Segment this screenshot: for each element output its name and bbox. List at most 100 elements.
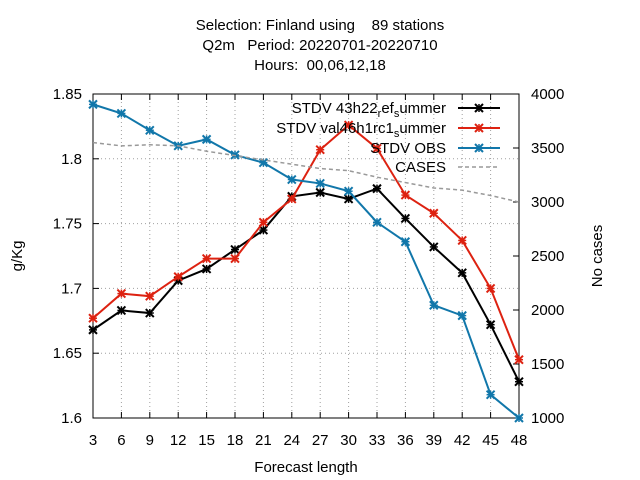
x-tick-label: 33 [369,432,386,449]
y-tick-label: 1.6 [61,410,82,427]
series-1-point [343,120,354,130]
series-0-point [315,187,325,198]
series-line-0 [92,187,520,383]
series-1-point [485,283,496,294]
series-1-point [258,217,269,228]
legend-label-2: STDV OBS [370,140,446,157]
y2-tick-label: 1000 [531,410,564,427]
legend-label-0: STDV 43h22refsummer [292,100,446,120]
y2-axis-label: No cases [589,225,606,288]
series-line-1 [92,123,520,361]
series-0-point [343,194,354,204]
series-2-point [457,310,467,321]
series-1-point [230,253,240,264]
series-1-point [287,194,297,204]
x-tick-label: 6 [117,432,125,449]
legend-label-part: STDV 43h22 [292,100,378,117]
series-2-point [287,174,297,185]
series-1-point [457,235,467,246]
x-axis-label: Forecast length [254,459,357,476]
series-0-point [457,268,467,278]
series-0-point [201,264,212,274]
legend-label-part: STDV val46h1rc1 [276,120,394,137]
series-0-point [88,325,98,335]
x-tick-label: 30 [340,432,357,449]
chart-title-line-3: Hours: 00,06,12,18 [254,57,386,74]
series-2-point [315,178,325,189]
series-0-point [485,319,496,330]
series-2-point [429,300,439,310]
series-2-point [514,413,524,423]
series-0-point [514,377,524,387]
series-0-point [372,183,382,194]
series-2-point [372,217,382,228]
legend-label-part: s [394,128,400,140]
series-2-point [116,108,127,119]
series-1-point [372,143,382,154]
legend-label-part: s [394,108,400,120]
series-1-point [315,145,325,155]
series-2-point [485,389,496,400]
series-0-point [429,242,439,252]
x-tick-label: 39 [425,432,442,449]
series-1-point [88,313,98,323]
x-tick-label: 9 [146,432,154,449]
y-axis-label: g/Kg [9,241,26,272]
x-tick-label: 12 [170,432,187,449]
series-1-point [400,190,411,200]
legend-sample-marker-1 [474,123,484,133]
x-tick-label: 48 [511,432,528,449]
x-tick-label: 42 [454,432,471,449]
legend-label-part: ummer [399,100,446,117]
series-2-point [400,237,411,247]
chart-title-line-1: Selection: Finland using 89 stations [195,17,445,34]
series-0-point [230,244,240,255]
series-2-point [201,134,212,145]
y2-tick-label: 3500 [531,140,564,157]
y2-tick-label: 1500 [531,356,564,373]
series-1-point [116,288,127,299]
legend-label-part: ef [381,100,394,117]
y-tick-label: 1.65 [53,345,82,362]
series-1-point [173,272,183,282]
legend-sample-marker-2 [474,143,484,153]
x-tick-label: 3 [89,432,97,449]
y2-tick-label: 2000 [531,302,564,319]
x-tick-label: 21 [255,432,272,449]
legend-label-part: ummer [399,120,446,137]
chart-title-line-2: Q2m Period: 20220701-20220710 [202,37,438,54]
series-0-point [400,213,411,224]
y-tick-label: 1.7 [61,280,82,297]
series-2-point [343,186,354,196]
series-2-point [145,125,155,135]
series-0-point [116,305,127,316]
x-tick-label: 18 [227,432,244,449]
y-tick-label: 1.85 [53,86,82,103]
x-tick-label: 45 [482,432,499,449]
y2-tick-label: 2500 [531,248,564,265]
series-0-point [145,308,155,318]
plot-frame [92,93,520,419]
y-tick-label: 1.75 [53,216,82,233]
series-1-point [429,208,439,218]
axes: 3 6 9 12 15 18 21 24 27 30 33 36 39 42 45 481.61.651.71… [53,86,565,449]
x-tick-label: 27 [312,432,329,449]
series-1-point [145,291,155,301]
grid [93,94,519,418]
y-tick-label: 1.8 [61,151,82,168]
x-tick-label: 15 [198,432,215,449]
series-line-2 [92,103,520,419]
legend-label-3: CASES [395,159,446,176]
series-line-3 [92,141,520,203]
series-2-point [88,99,98,110]
series-1-point [514,354,524,365]
legend-label-1: STDV val46h1rc1summer [276,120,446,140]
x-tick-label: 24 [283,432,300,449]
series [88,99,524,423]
y2-tick-label: 4000 [531,86,564,103]
legend-label-part: r [378,108,382,120]
y2-tick-label: 3000 [531,194,564,211]
series-0-point [258,225,269,235]
